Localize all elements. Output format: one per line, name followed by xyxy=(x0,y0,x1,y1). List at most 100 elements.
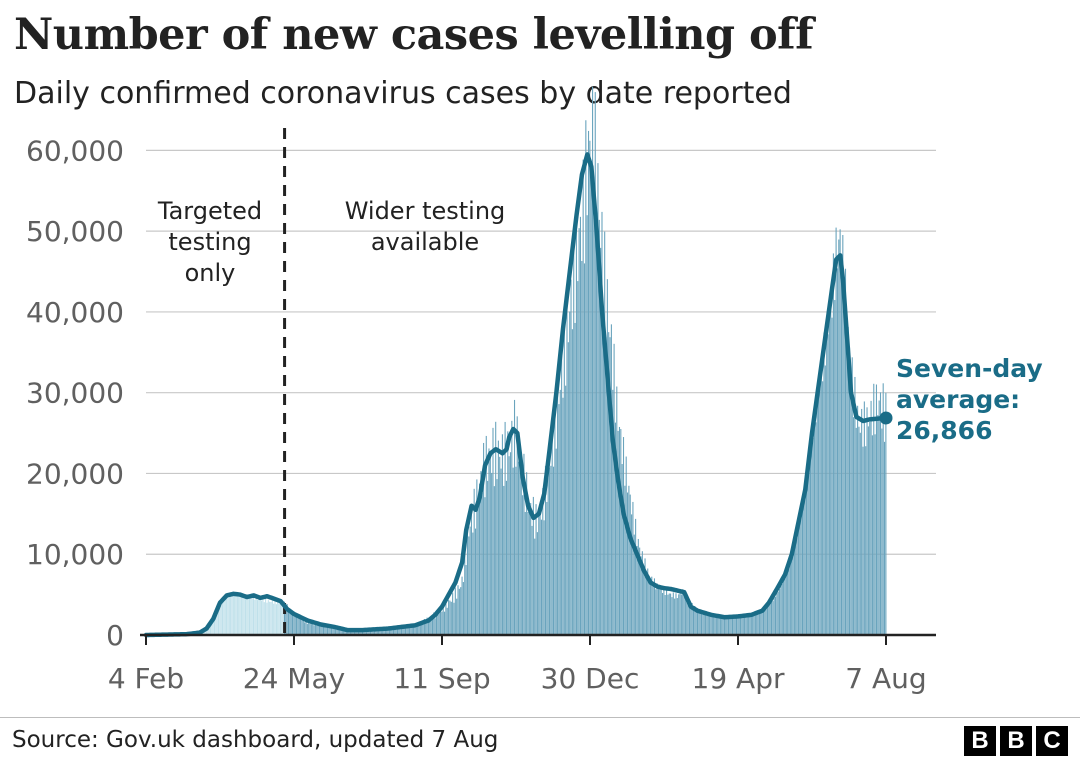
bar xyxy=(742,616,744,635)
bar xyxy=(305,620,307,635)
bar xyxy=(858,426,860,635)
bar xyxy=(835,227,837,635)
bbc-logo-letter-1: B xyxy=(964,726,996,756)
bar xyxy=(846,338,848,635)
x-tick-label-5: 7 Aug xyxy=(845,662,926,695)
bar xyxy=(414,623,416,635)
bar xyxy=(508,456,510,635)
bar xyxy=(795,535,797,635)
footer-divider xyxy=(0,717,1080,718)
bar xyxy=(269,601,271,635)
bar xyxy=(625,456,627,635)
bar xyxy=(468,536,470,635)
bar xyxy=(811,423,813,635)
bar xyxy=(562,397,564,635)
bar xyxy=(627,492,629,635)
bar xyxy=(232,596,234,635)
bar xyxy=(748,616,750,635)
bar xyxy=(332,628,334,635)
bar xyxy=(784,576,786,635)
bar xyxy=(291,613,294,635)
bar xyxy=(735,616,738,635)
bar xyxy=(769,604,771,635)
bar xyxy=(637,538,639,635)
bar xyxy=(289,608,291,635)
bar xyxy=(644,558,646,635)
bar xyxy=(589,140,591,636)
bar xyxy=(211,621,213,635)
bar xyxy=(826,317,828,635)
annotation-targeted-testing-line-3: only xyxy=(185,259,236,287)
bar xyxy=(787,567,789,635)
bar xyxy=(387,629,389,635)
bar xyxy=(355,630,357,635)
bar xyxy=(569,311,571,635)
bar xyxy=(758,613,760,635)
bar xyxy=(857,405,859,635)
bar xyxy=(687,596,689,635)
bar xyxy=(461,576,463,635)
bar xyxy=(749,616,751,635)
bar xyxy=(261,600,263,635)
bar xyxy=(818,396,820,635)
bar xyxy=(302,619,304,635)
bar xyxy=(331,627,333,635)
bar xyxy=(710,614,712,635)
bar xyxy=(882,383,884,635)
bar xyxy=(839,229,841,635)
bar xyxy=(772,601,774,635)
bar xyxy=(877,415,879,635)
bar xyxy=(834,300,836,635)
bar xyxy=(209,623,212,635)
bar xyxy=(804,481,806,635)
bar xyxy=(557,382,559,635)
bar xyxy=(593,217,595,635)
bar xyxy=(314,623,316,635)
bar xyxy=(530,503,532,635)
bar xyxy=(240,594,242,635)
bar xyxy=(505,480,508,635)
bar xyxy=(317,624,319,635)
bar xyxy=(567,342,569,635)
bar xyxy=(648,576,650,635)
bar xyxy=(613,343,615,635)
bar xyxy=(213,617,216,635)
bar xyxy=(364,631,366,635)
bar xyxy=(645,574,647,635)
bar xyxy=(701,611,703,635)
bar xyxy=(744,616,746,635)
bar xyxy=(793,548,795,635)
bar xyxy=(244,597,246,635)
bar xyxy=(695,610,697,635)
bar xyxy=(696,610,699,635)
bar xyxy=(407,626,409,635)
bar xyxy=(310,624,312,635)
chart-subtitle: Daily confirmed coronavirus cases by dat… xyxy=(14,76,792,111)
y-tick-label-40000: 40,000 xyxy=(26,296,124,329)
bar xyxy=(859,432,861,635)
bar xyxy=(764,609,766,635)
bar xyxy=(457,585,459,635)
x-axis-ticks: 4 Feb 24 May 11 Sep 30 Dec 19 Apr 7 Aug xyxy=(108,635,927,695)
bar xyxy=(713,614,715,635)
bar xyxy=(733,616,735,635)
bar xyxy=(586,215,588,635)
bar xyxy=(855,427,857,635)
bar xyxy=(246,595,248,635)
bar xyxy=(324,625,326,635)
bar xyxy=(516,416,518,635)
bar xyxy=(661,592,664,635)
bar xyxy=(543,520,545,635)
bar xyxy=(480,471,482,635)
bar xyxy=(702,613,704,635)
bar xyxy=(674,598,676,635)
bar xyxy=(777,591,779,635)
bar xyxy=(465,565,467,635)
bar xyxy=(692,607,695,635)
bar xyxy=(698,611,700,635)
bar xyxy=(849,347,851,635)
bar xyxy=(274,599,276,635)
bar xyxy=(707,614,709,635)
bar xyxy=(870,400,872,635)
bar xyxy=(756,614,758,635)
